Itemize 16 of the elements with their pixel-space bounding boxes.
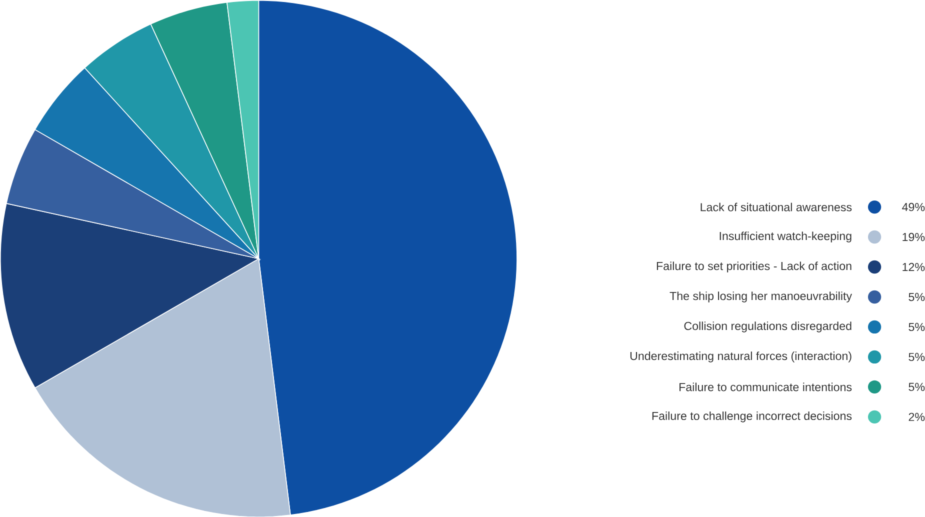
legend-label: Collision regulations disregarded [684,321,852,332]
legend-label: Insufficient watch-keeping [720,231,852,242]
legend-label: Failure to communicate intentions [680,382,852,392]
data-label: 5% [908,292,925,301]
data-label: 5% [908,382,925,391]
legend-label: Lack of situational awareness [700,202,852,212]
data-label: 49% [902,202,925,211]
data-label: 5% [908,352,925,361]
legend-label: The ship losing her manoeuvrability [670,291,852,302]
data-label: 5% [908,322,925,331]
legend-label: Failure to set priorities - Lack of action [656,261,852,272]
legend-label: Failure to challenge incorrect decisions [652,411,852,422]
data-label: 19% [902,232,925,241]
legend-label: Underestimating natural forces (interaction) [630,351,852,362]
data-label: 2% [908,412,925,421]
data-label: 12% [902,262,925,271]
